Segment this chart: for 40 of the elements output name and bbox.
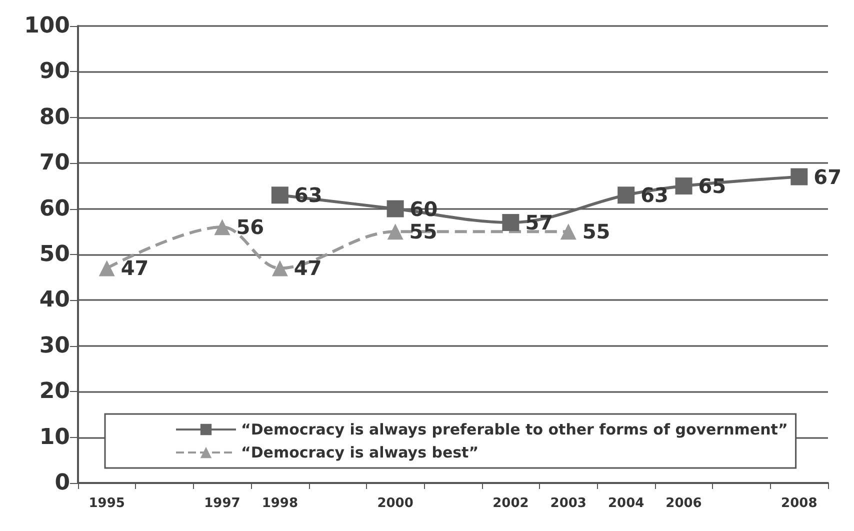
y-tick-label: 40 — [39, 288, 70, 313]
legend-label: “Democracy is always preferable to other forms of government” — [241, 420, 788, 438]
x-tick-label: 2008 — [781, 496, 818, 511]
x-tick-label: 1998 — [262, 496, 298, 511]
point — [618, 186, 635, 204]
point — [675, 177, 692, 194]
y-tick-label: 20 — [39, 379, 70, 404]
x-tick-label: 2004 — [608, 496, 644, 511]
data-label: 55 — [582, 220, 610, 244]
data-label: 47 — [120, 256, 149, 280]
x-tick-label: 2003 — [550, 496, 586, 511]
x-tick-label: 2006 — [666, 496, 702, 511]
point — [387, 224, 404, 240]
point — [790, 168, 808, 186]
y-tick-label: 30 — [39, 333, 70, 358]
data-label: 63 — [640, 183, 668, 208]
point — [98, 260, 115, 276]
point — [502, 214, 520, 232]
x-tick-label: 1995 — [88, 496, 125, 511]
x-tick-label: 1997 — [204, 496, 240, 511]
data-label: 56 — [236, 215, 264, 240]
point — [271, 186, 288, 204]
y-tick-label: 10 — [39, 424, 70, 450]
y-tick-label: 90 — [39, 59, 70, 84]
point — [560, 224, 576, 240]
y-tick-label: 0 — [54, 470, 70, 496]
y-tick-label: 100 — [24, 14, 70, 38]
data-label: 47 — [294, 256, 322, 280]
point — [386, 200, 404, 218]
x-tick-label: 2002 — [492, 496, 529, 511]
data-label: 67 — [814, 164, 842, 189]
y-tick-label: 80 — [39, 104, 70, 130]
y-tick-label: 60 — [39, 196, 70, 222]
x-tick-label: 2000 — [377, 496, 414, 511]
point — [214, 219, 230, 236]
legend-label: “Democracy is always best” — [241, 444, 479, 462]
y-tick-label: 70 — [39, 150, 70, 176]
y-tick-label: 50 — [39, 242, 70, 267]
point — [272, 260, 288, 276]
data-label: 55 — [409, 220, 438, 244]
